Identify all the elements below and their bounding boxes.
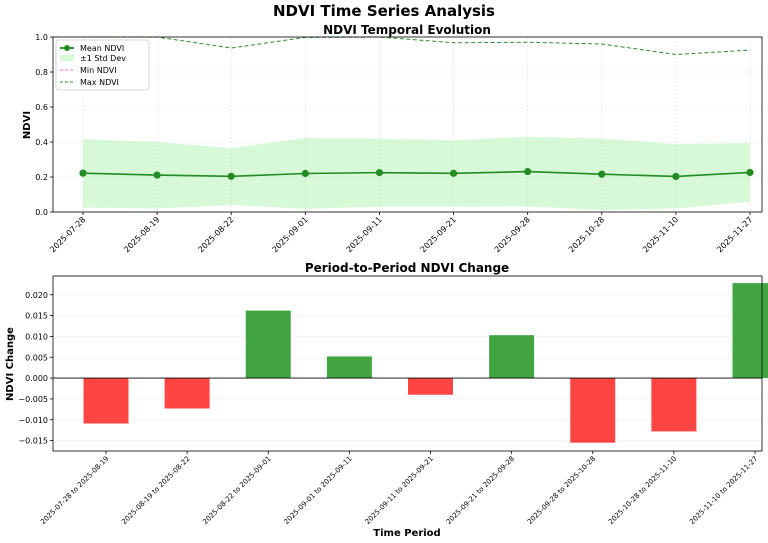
chart1-ytick-label: 0.2 <box>35 173 48 182</box>
chart2-xtick-label: 2025-08-19 to 2025-08-22 <box>120 455 191 526</box>
chart2-ytick-label: 0.000 <box>25 374 48 383</box>
chart2-xticks: 2025-07-28 to 2025-08-19 2025-08-19 to 20… <box>39 451 759 526</box>
change-bar <box>245 310 291 379</box>
chart1-ytick-label: 0.4 <box>35 138 48 147</box>
mean-ndvi-point <box>746 168 754 177</box>
chart1-legend: Mean NDVI ±1 Std Dev Min NDVI Max NDVI <box>55 39 150 91</box>
change-bar <box>164 378 210 409</box>
chart2-ytick-label: −0.010 <box>18 416 48 425</box>
max-ndvi-line <box>83 36 751 56</box>
chart2-ylabel: NDVI Change <box>5 327 16 401</box>
chart1-xtick-label: 2025-10-28 <box>567 215 606 254</box>
figure-suptitle: NDVI Time Series Analysis <box>273 2 495 20</box>
chart1-xtick-label: 2025-08-22 <box>196 215 235 254</box>
mean-ndvi-point <box>524 167 532 176</box>
chart1-xtick-label: 2025-07-28 <box>48 215 87 254</box>
chart2-xtick-label: 2025-11-10 to 2025-11-27 <box>688 455 759 526</box>
chart1-xtick-label: 2025-09-11 <box>345 215 384 254</box>
change-bar <box>326 356 372 379</box>
chart2-xtick-label: 2025-09-11 to 2025-09-21 <box>364 455 435 526</box>
chart1-ytick-label: 0.8 <box>35 68 48 77</box>
chart-ndvi-temporal-evolution: NDVI Temporal Evolution NDVI 0.00.20.40.… <box>22 23 763 254</box>
chart1-xtick-label: 2025-11-27 <box>715 215 754 254</box>
legend-mean-label: Mean NDVI <box>80 44 124 53</box>
mean-ndvi-point <box>672 172 680 181</box>
change-bar <box>651 378 697 432</box>
mean-ndvi-point <box>598 170 606 178</box>
chart2-xtick-label: 2025-09-01 to 2025-09-11 <box>282 455 353 526</box>
legend-min-label: Min NDVI <box>80 66 117 75</box>
change-bar <box>489 335 535 379</box>
mean-ndvi-line <box>82 170 751 178</box>
chart2-ytick-label: 0.020 <box>25 291 48 300</box>
chart2-xtick-label: 2025-07-28 to 2025-08-19 <box>39 455 110 526</box>
chart1-xtick-label: 2025-08-19 <box>122 215 161 254</box>
change-bar <box>732 283 768 379</box>
legend-mean-marker <box>64 45 70 51</box>
chart2-ytick-label: −0.015 <box>18 437 48 446</box>
chart2-xtick-label: 2025-09-21 to 2025-09-28 <box>445 455 516 526</box>
change-bar <box>570 378 616 443</box>
chart1-xtick-label: 2025-09-01 <box>271 215 310 254</box>
chart1-grid <box>53 36 762 213</box>
legend-std-swatch <box>60 55 74 61</box>
legend-max-label: Max NDVI <box>80 78 119 87</box>
chart2-ytick-label: 0.010 <box>25 332 48 341</box>
chart2-xlabel: Time Period <box>373 528 440 539</box>
chart1-xtick-label: 2025-09-21 <box>419 215 458 254</box>
change-bar <box>408 378 453 395</box>
chart2-xtick-label: 2025-08-22 to 2025-09-01 <box>201 455 272 526</box>
chart2-xtick-label: 2025-09-28 to 2025-10-28 <box>526 455 597 526</box>
chart1-yticks: 0.0 0.2 0.4 0.6 0.8 1.0 <box>35 33 53 217</box>
chart1-lines <box>82 36 751 178</box>
mean-ndvi-point <box>227 172 235 180</box>
chart2-ytick-label: 0.005 <box>25 353 48 362</box>
chart1-ytick-label: 0.6 <box>35 103 48 112</box>
legend-box <box>55 39 150 91</box>
chart2-title: Period-to-Period NDVI Change <box>305 261 509 275</box>
chart2-ytick-label: 0.015 <box>25 312 48 321</box>
chart1-xticks: 2025-07-28 2025-08-19 2025-08-22 2025-09-01… <box>48 212 754 254</box>
chart1-frame <box>52 36 763 213</box>
chart2-bars <box>83 283 768 443</box>
chart1-points <box>79 167 754 181</box>
chart1-xtick-label: 2025-11-10 <box>641 215 680 254</box>
mean-ndvi-point <box>375 169 384 177</box>
mean-ndvi-point <box>153 171 161 179</box>
change-bar <box>83 378 129 424</box>
chart1-ytick-label: 1.0 <box>35 33 48 42</box>
chart2-ytick-label: −0.005 <box>18 395 48 404</box>
chart-period-ndvi-change: Period-to-Period NDVI Change NDVI Change… <box>5 261 768 539</box>
chart2-yticks: −0.015 −0.010 −0.005 0.000 0.005 0.010 0.015 0.… <box>18 291 53 446</box>
chart1-xtick-label: 2025-09-28 <box>493 215 532 254</box>
chart2-frame <box>52 275 763 452</box>
legend-std-label: ±1 Std Dev <box>80 54 126 63</box>
chart1-title: NDVI Temporal Evolution <box>323 23 491 37</box>
mean-ndvi-point <box>301 169 309 178</box>
mean-ndvi-point <box>79 169 87 177</box>
chart1-ytick-label: 0.0 <box>35 208 48 217</box>
chart1-ylabel: NDVI <box>22 111 33 139</box>
mean-ndvi-point <box>449 169 458 177</box>
chart2-xtick-label: 2025-10-28 to 2025-11-10 <box>607 455 678 526</box>
